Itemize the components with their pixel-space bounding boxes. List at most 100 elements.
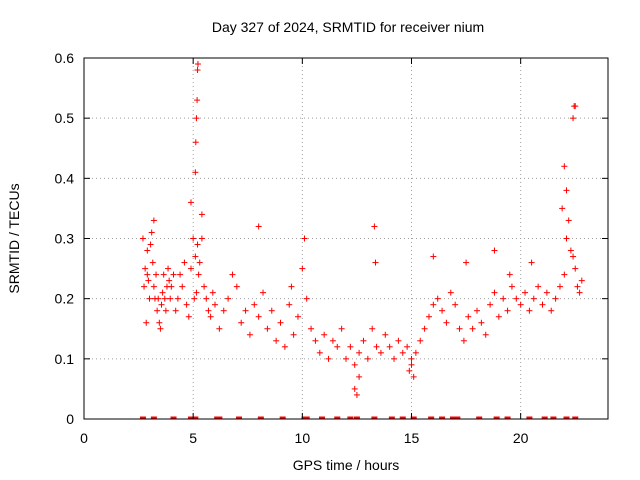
data-point [535,283,542,290]
x-axis-label: GPS time / hours [293,457,400,473]
data-point [145,277,152,284]
data-point [286,301,293,308]
y-tick-label: 0.2 [55,291,75,307]
data-point [268,307,275,314]
data-point [148,229,155,236]
data-point [452,301,459,308]
data-point [371,223,378,230]
data-point [255,223,262,230]
data-point [530,295,537,302]
data-point [391,355,398,362]
data-points [139,61,585,398]
data-point [294,313,301,320]
data-point [246,331,253,338]
data-point [207,313,214,320]
x-tick-label: 15 [404,430,420,446]
data-point [565,217,572,224]
data-point [399,349,406,356]
data-point [194,67,201,74]
data-point [372,259,379,266]
data-point [183,301,190,308]
data-point [167,295,174,302]
data-point [465,313,472,320]
data-point [460,337,467,344]
data-point [563,235,570,242]
data-point [290,331,297,338]
data-point [439,307,446,314]
data-point [338,325,345,332]
data-point [242,307,249,314]
data-point [469,325,476,332]
data-point [281,343,288,350]
data-point [225,295,232,302]
data-point [508,283,515,290]
data-point [166,277,173,284]
data-point [353,391,360,398]
data-point [425,313,432,320]
data-point [491,289,498,296]
chart-title: Day 327 of 2024, SRMTID for receiver niu… [212,19,484,35]
data-point [185,313,192,320]
data-point [205,307,212,314]
data-point [150,283,157,290]
data-point [478,319,485,326]
data-point [443,319,450,326]
data-point [155,295,162,302]
data-point [201,283,208,290]
data-point [177,271,184,278]
data-point [563,187,570,194]
data-point [421,325,428,332]
data-point [312,337,319,344]
data-point [572,265,579,272]
y-tick-label: 0.3 [55,231,75,247]
data-point [220,307,227,314]
data-point [570,115,577,122]
grid-lines [84,58,608,419]
data-point [139,235,146,242]
data-point [187,265,194,272]
y-tick-label: 0.6 [55,50,75,66]
data-point [154,307,161,314]
data-point [325,355,332,362]
y-tick-label: 0.1 [55,351,75,367]
data-point [434,295,441,302]
x-tick-label: 0 [80,430,88,446]
data-point [193,289,200,296]
data-point [147,241,154,248]
plot-frame [83,57,609,420]
data-point [410,373,417,380]
data-point [174,295,181,302]
data-point [408,355,415,362]
axis-ticks: 0 0.1 0.2 0.3 0.4 0.5 0.6 0 5 10 15 20 [55,50,608,446]
data-point [192,169,199,176]
data-point [377,349,384,356]
data-point [373,343,380,350]
data-point [559,205,566,212]
data-point [395,337,402,344]
data-point [570,253,577,260]
data-point [430,253,437,260]
data-point [195,271,202,278]
data-point [556,283,563,290]
data-point [513,295,520,302]
data-point [158,301,165,308]
data-point [528,259,535,266]
data-point [187,199,194,206]
data-point [238,319,245,326]
data-point [356,373,363,380]
data-point [153,271,160,278]
data-point [264,325,271,332]
data-point [351,361,358,368]
data-point [165,265,172,272]
data-point [203,295,210,302]
y-tick-label: 0.4 [55,170,75,186]
data-point [288,283,295,290]
data-point [386,343,393,350]
data-point [157,325,164,332]
data-point [229,271,236,278]
data-point [194,97,201,104]
data-point [277,319,284,326]
y-tick-label: 0 [66,411,74,427]
data-point [170,271,177,278]
